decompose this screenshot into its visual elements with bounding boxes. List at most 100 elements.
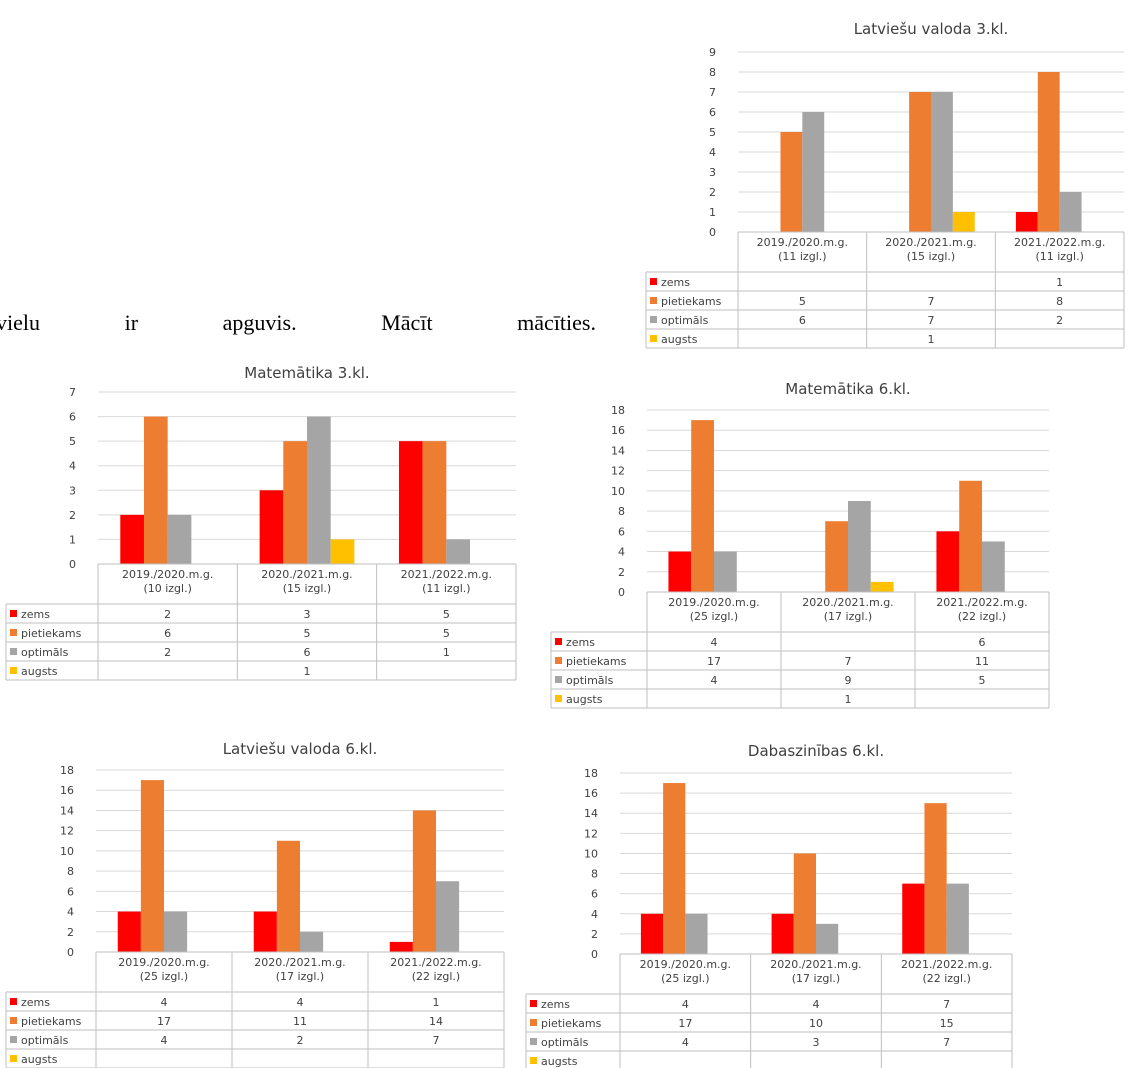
y-tick-label: 8	[67, 865, 74, 878]
bar-pietiekams	[140, 780, 164, 952]
y-tick-label: 4	[69, 460, 76, 473]
legend-swatch-augsts	[10, 1055, 17, 1062]
y-tick-label: 1	[709, 206, 716, 219]
category-label: 2019./2020.m.g.	[757, 236, 848, 249]
table-cell-value: 6	[164, 627, 171, 640]
legend-swatch-pietiekams	[650, 297, 657, 304]
bar-optimals	[685, 913, 708, 954]
category-label: (11 izgl.)	[1035, 250, 1083, 263]
legend-swatch-optimals	[10, 648, 17, 655]
legend-swatch-zems	[555, 638, 562, 645]
chart-svg: Latviešu valoda 6.kl.0246810121416182019…	[5, 740, 505, 1068]
bar-zems	[389, 941, 413, 952]
y-tick-label: 6	[709, 106, 716, 119]
category-label: 2021./2022.m.g.	[936, 596, 1027, 609]
table-cell-value: 1	[928, 333, 935, 346]
chart-title: Dabaszinības 6.kl.	[748, 742, 884, 760]
table-cell-value: 4	[711, 636, 718, 649]
y-tick-label: 7	[709, 86, 716, 99]
legend-swatch-optimals	[10, 1036, 17, 1043]
table-cell-value: 5	[304, 627, 311, 640]
legend-swatch-zems	[650, 278, 657, 285]
y-tick-label: 16	[584, 787, 598, 800]
legend-swatch-pietiekams	[555, 657, 562, 664]
y-tick-label: 2	[618, 566, 625, 579]
y-tick-label: 6	[67, 885, 74, 898]
bar-pietiekams	[780, 132, 803, 232]
y-tick-label: 5	[69, 435, 76, 448]
category-label: (17 izgl.)	[276, 970, 324, 983]
bar-zems	[117, 911, 141, 952]
table-cell-value: 3	[813, 1036, 820, 1049]
y-tick-label: 3	[69, 484, 76, 497]
chart-latviesu-3kl: Latviešu valoda 3.kl. 0 1 2 3 4 5 6 7 8 9 2019./202…	[645, 8, 1128, 349]
legend-swatch-pietiekams	[530, 1019, 537, 1026]
y-tick-label: 2	[591, 928, 598, 941]
table-cell-value: 4	[682, 998, 689, 1011]
legend-label: pietiekams	[566, 655, 627, 668]
table-cell-value: 7	[845, 655, 852, 668]
legend-label: optimāls	[21, 1034, 69, 1047]
table-cell-value: 6	[799, 314, 806, 327]
legend-label: augsts	[21, 665, 58, 678]
table-cell-value: 7	[928, 314, 935, 327]
chart-svg: Matemātika 6.kl.0246810121416182019./202…	[550, 380, 1050, 709]
bar-pietiekams	[909, 92, 931, 232]
table-cell-value: 5	[979, 674, 986, 687]
bar-zems	[259, 490, 284, 564]
legend-label: pietiekams	[21, 627, 82, 640]
y-tick-label: 10	[584, 847, 598, 860]
bar-optimals	[436, 881, 460, 952]
y-tick-label: 14	[611, 444, 625, 457]
table-cell-value: 1	[1056, 276, 1063, 289]
y-tick-label: 12	[60, 825, 74, 838]
chart-svg: Latviešu valoda 3.kl. 0 1 2 3 4 5 6 7 8 9 2019./202…	[645, 20, 1125, 349]
bar-optimals	[307, 416, 331, 564]
table-cell-value: 7	[943, 1036, 950, 1049]
y-tick-label: 8	[618, 505, 625, 518]
table-cell-value: 4	[161, 1034, 168, 1047]
table-cell-value: 14	[429, 1015, 443, 1028]
category-label: 2020./2021.m.g.	[885, 236, 976, 249]
legend-label: pietiekams	[21, 1015, 82, 1028]
y-tick-label: 4	[618, 546, 625, 559]
chart-title: Matemātika 3.kl.	[244, 364, 369, 382]
table-cell-value: 2	[1056, 314, 1063, 327]
legend-label: zems	[541, 998, 570, 1011]
y-tick-label: 0	[69, 558, 76, 571]
y-tick-label: 7	[69, 386, 76, 399]
bar-optimals	[164, 911, 188, 952]
bar-optimals	[946, 883, 969, 954]
bar-augsts	[870, 581, 894, 592]
legend-swatch-zems	[10, 998, 17, 1005]
table-cell-value: 7	[433, 1034, 440, 1047]
table-cell-value: 2	[164, 608, 171, 621]
legend-swatch-optimals	[555, 676, 562, 683]
y-tick-label: 16	[60, 784, 74, 797]
table-cell-value: 7	[943, 998, 950, 1011]
table-cell-value: 3	[304, 608, 311, 621]
category-label: (15 izgl.)	[283, 582, 331, 595]
bar-optimals	[1059, 192, 1082, 232]
legend-label: zems	[661, 276, 690, 289]
legend-label: pietiekams	[541, 1017, 602, 1030]
category-label: (10 izgl.)	[143, 582, 191, 595]
chart-title: Matemātika 6.kl.	[785, 380, 910, 398]
bar-zems	[253, 911, 277, 952]
chart-matematika-3kl: Matemātika 3.kl. 0 1 2 3 4 5 6 7 2019./2020.m.g.(…	[5, 360, 520, 710]
y-tick-label: 14	[584, 807, 598, 820]
body-word: apguvis.	[222, 310, 297, 335]
legend-label: zems	[566, 636, 595, 649]
chart-latviesu-6kl: Latviešu valoda 6.kl. 0 2 4 6 8 10 12 14 16 18 2019…	[5, 728, 508, 1068]
bar-zems	[936, 531, 960, 592]
legend-label: optimāls	[21, 646, 69, 659]
category-label: (17 izgl.)	[792, 972, 840, 985]
table-cell-value: 2	[297, 1034, 304, 1047]
category-label: 2019./2020.m.g.	[118, 956, 209, 969]
category-label: 2021./2022.m.g.	[1014, 236, 1105, 249]
legend-swatch-augsts	[530, 1057, 537, 1064]
chart-dabazinibas-6kl: Dabaszinības 6.kl. 0 2 4 6 8 10 12 14 16 18 2019./2…	[525, 730, 1016, 1068]
category-label: (25 izgl.)	[140, 970, 188, 983]
bar-augsts	[952, 212, 975, 232]
legend-swatch-pietiekams	[10, 1017, 17, 1024]
